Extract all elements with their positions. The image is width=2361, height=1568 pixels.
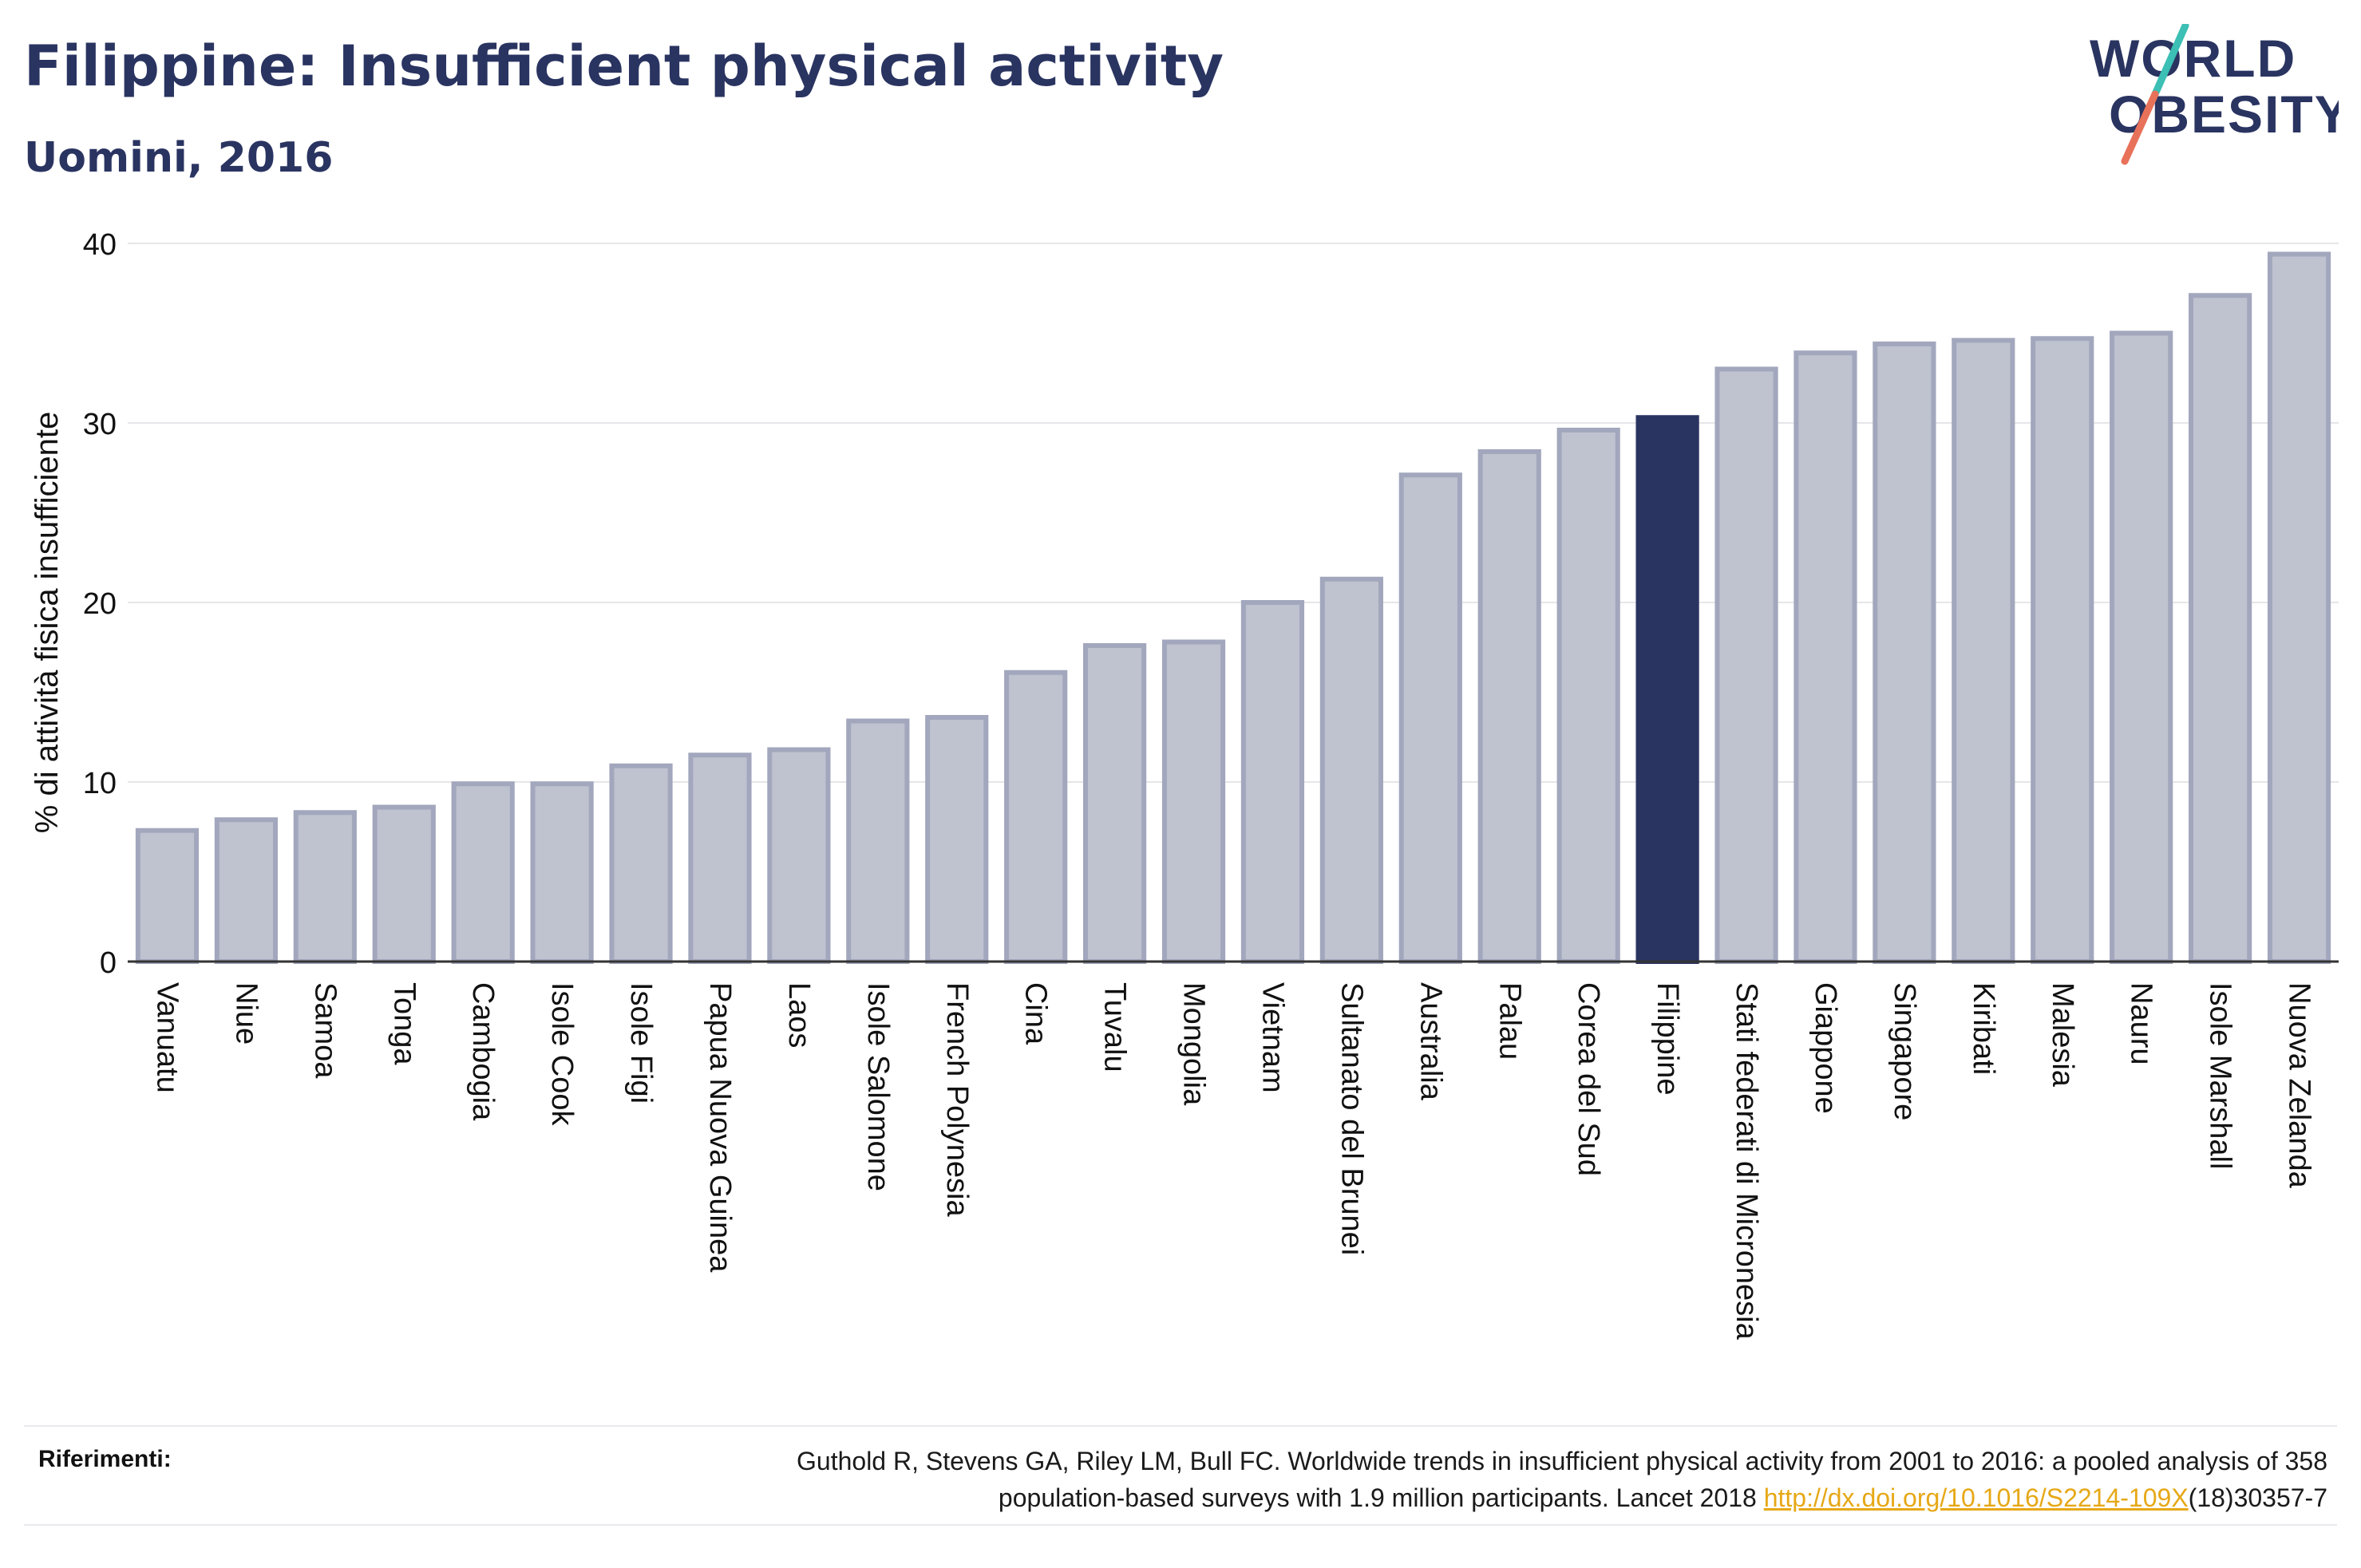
- x-tick-label: Isole Marshall: [2204, 982, 2237, 1169]
- bar-isole-cook[interactable]: [530, 781, 594, 964]
- bar-sultanato-del-brunei[interactable]: [1319, 576, 1383, 964]
- bar-niue[interactable]: [214, 817, 278, 964]
- x-tick-label: Papua Nuova Guinea: [703, 982, 737, 1273]
- x-tick-label: Sultanato del Brunei: [1335, 982, 1368, 1255]
- chart-subtitle: Uomini, 2016: [24, 134, 334, 182]
- bar-mongolia[interactable]: [1161, 639, 1226, 964]
- x-tick-label: Vietnam: [1256, 982, 1289, 1093]
- x-tick-label: Vanuatu: [150, 982, 184, 1093]
- reference-line-1: Guthold R, Stevens GA, Riley LM, Bull FC…: [797, 1447, 2327, 1475]
- bar-kiribati[interactable]: [1952, 338, 2015, 964]
- world-obesity-logo: WORLD OBESITY: [2090, 24, 2339, 165]
- x-tick-label: Niue: [229, 982, 263, 1045]
- x-tick-label: Nauru: [2125, 982, 2158, 1065]
- x-tick-label: Nuova Zelanda: [2283, 982, 2316, 1189]
- footer-divider-top: [24, 1425, 2337, 1427]
- bar-papua-nuova-guinea[interactable]: [688, 752, 752, 964]
- x-tick-label: Malesia: [2046, 982, 2079, 1088]
- bar-isole-salomone[interactable]: [846, 718, 910, 964]
- logo-slash-coral: [2121, 90, 2159, 165]
- x-tick-label: Laos: [782, 982, 816, 1048]
- x-tick-label: Australia: [1414, 982, 1447, 1101]
- x-tick-label: Isole Salomone: [861, 982, 895, 1191]
- reference-line-2-prefix: population-based surveys with 1.9 millio…: [998, 1483, 1764, 1512]
- footer-divider-bottom: [24, 1524, 2337, 1526]
- x-tick-label: Tonga: [387, 982, 421, 1065]
- bar-chart: 0 10 20 30 40 Vanuatu Niue Samoa Tonga Cambogia Is…: [30, 228, 2339, 1341]
- x-tick-label: French Polynesia: [940, 982, 974, 1217]
- chart-title: Filippine: Insufficient physical activit…: [24, 34, 1224, 99]
- bar-vanuatu[interactable]: [135, 827, 200, 964]
- x-tick-label: Tuvalu: [1098, 982, 1132, 1072]
- bar-isole-marshall[interactable]: [2189, 293, 2252, 964]
- y-tick-label: 0: [100, 946, 117, 980]
- bar-filippine[interactable]: [1635, 415, 1699, 964]
- x-tick-label: Isole Cook: [545, 982, 579, 1127]
- bar-tuvalu[interactable]: [1083, 643, 1147, 964]
- x-tick-label: Singapore: [1888, 982, 1921, 1120]
- y-tick-label: 20: [83, 587, 117, 621]
- bar-palau[interactable]: [1477, 449, 1541, 964]
- x-tick-label: Corea del Sud: [1572, 982, 1605, 1176]
- x-tick-label: Stati federati di Micronesia: [1730, 982, 1763, 1341]
- bar-nuova-zelanda[interactable]: [2267, 251, 2331, 964]
- x-tick-label: Cambogia: [466, 982, 500, 1121]
- bar-vietnam[interactable]: [1240, 600, 1305, 964]
- bar-french-polynesia[interactable]: [925, 715, 989, 964]
- bar-samoa[interactable]: [293, 810, 357, 964]
- bar-australia[interactable]: [1398, 472, 1462, 964]
- bar-nauru[interactable]: [2110, 330, 2173, 964]
- logo-line-world: WORLD: [2090, 29, 2296, 88]
- reference-doi-link[interactable]: http://dx.doi.org/10.1016/S2214-109X: [1763, 1483, 2189, 1512]
- x-tick-label: Mongolia: [1177, 982, 1211, 1106]
- references-label: Riferimenti:: [38, 1446, 172, 1472]
- x-tick-label: Filippine: [1651, 982, 1684, 1096]
- y-tick-label: 40: [83, 228, 117, 262]
- x-tick-label: Giappone: [1809, 982, 1842, 1114]
- bar-giappone[interactable]: [1793, 350, 1857, 964]
- bar-cambogia[interactable]: [451, 781, 515, 964]
- y-tick-label: 10: [83, 767, 117, 800]
- axes: 0 10 20 30 40 Vanuatu Niue Samoa Tonga Cambogia Is…: [83, 228, 2339, 1341]
- y-axis-label: % di attività fisica insufficiente: [30, 412, 65, 833]
- x-tick-label: Kiribati: [1967, 982, 2000, 1075]
- bar-stati-federati-di-micronesia[interactable]: [1714, 366, 1778, 964]
- x-tick-label: Cina: [1019, 982, 1053, 1045]
- x-tick-label: Palau: [1493, 982, 1526, 1060]
- bars: [135, 251, 2331, 964]
- bar-tonga[interactable]: [372, 804, 436, 964]
- bar-singapore[interactable]: [1873, 342, 1936, 964]
- reference-line-2-suffix: (18)30357-7: [2188, 1483, 2327, 1512]
- bar-corea-del-sud[interactable]: [1556, 428, 1620, 964]
- logo-slash-teal: [2151, 24, 2189, 98]
- bar-isole-figi[interactable]: [609, 763, 673, 964]
- bar-laos[interactable]: [767, 747, 831, 964]
- y-tick-label: 30: [83, 408, 117, 441]
- bar-cina[interactable]: [1004, 669, 1068, 964]
- references-text: Guthold R, Stevens GA, Riley LM, Bull FC…: [492, 1443, 2327, 1516]
- x-tick-label: Isole Figi: [624, 982, 658, 1104]
- x-tick-label: Samoa: [308, 982, 342, 1079]
- bar-malesia[interactable]: [2031, 336, 2094, 964]
